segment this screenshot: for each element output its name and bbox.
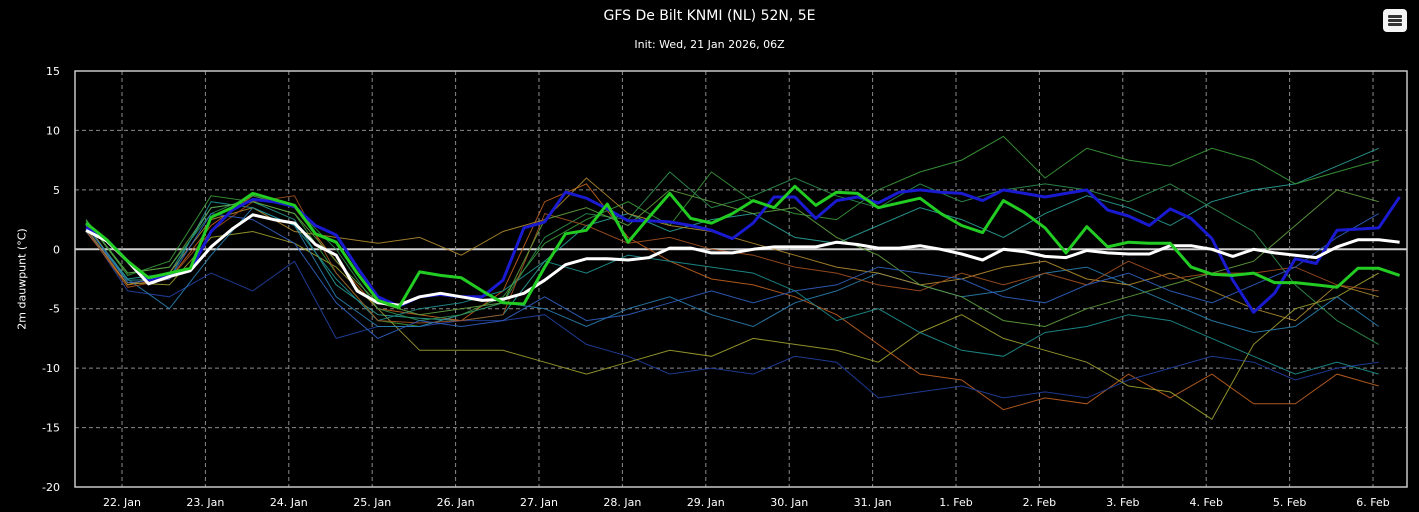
member-line-11 — [85, 189, 1379, 328]
member-line-5 — [85, 222, 1379, 421]
x-tick-label: 6. Feb — [1356, 496, 1389, 509]
member-line-12 — [85, 213, 1379, 339]
x-tick-label: 5. Feb — [1273, 496, 1306, 509]
chart-subtitle: Init: Wed, 21 Jan 2026, 06Z — [634, 38, 785, 51]
mean-line — [85, 213, 1400, 307]
y-tick-label: 0 — [53, 243, 60, 256]
member-line-2 — [85, 135, 1379, 328]
chart-title: GFS De Bilt KNMI (NL) 52N, 5E — [603, 8, 816, 24]
y-axis-label: 2m dauwpunt (°C) — [15, 228, 29, 330]
x-axis-ticks: 22. Jan 23. Jan 24. Jan 25. Jan 26. Jan 27. J… — [103, 496, 1390, 509]
operational-line — [85, 184, 1401, 309]
y-tick-label: -5 — [49, 303, 60, 316]
x-tick-label: 22. Jan — [103, 496, 141, 509]
hamburger-menu-icon[interactable] — [1383, 9, 1407, 32]
x-tick-label: 2. Feb — [1023, 496, 1056, 509]
main-series — [85, 184, 1401, 314]
x-tick-label: 31. Jan — [854, 496, 892, 509]
member-line-6 — [85, 207, 1379, 334]
x-tick-label: 1. Feb — [939, 496, 972, 509]
y-tick-label: 15 — [46, 65, 60, 78]
x-tick-label: 29. Jan — [687, 496, 725, 509]
y-tick-label: -10 — [42, 362, 60, 375]
y-tick-label: -20 — [42, 481, 60, 494]
x-tick-label: 24. Jan — [270, 496, 308, 509]
y-tick-label: 5 — [53, 184, 60, 197]
x-tick-label: 26. Jan — [437, 496, 475, 509]
member-series — [85, 135, 1379, 421]
x-tick-label: 27. Jan — [520, 496, 558, 509]
x-tick-label: 4. Feb — [1189, 496, 1222, 509]
x-tick-label: 28. Jan — [603, 496, 641, 509]
member-line-4 — [85, 227, 1379, 399]
control-line — [85, 188, 1401, 314]
x-tick-label: 3. Feb — [1106, 496, 1139, 509]
y-axis-ticks: 15 10 5 0 -5 -10 -15 -20 — [42, 65, 60, 494]
y-tick-label: -15 — [42, 422, 60, 435]
x-tick-label: 25. Jan — [353, 496, 391, 509]
x-tick-label: 30. Jan — [770, 496, 808, 509]
grid — [75, 71, 1407, 487]
member-line-9 — [85, 201, 1379, 375]
x-tick-label: 23. Jan — [186, 496, 224, 509]
plot-border — [74, 70, 1408, 488]
y-tick-label: 10 — [46, 124, 60, 137]
